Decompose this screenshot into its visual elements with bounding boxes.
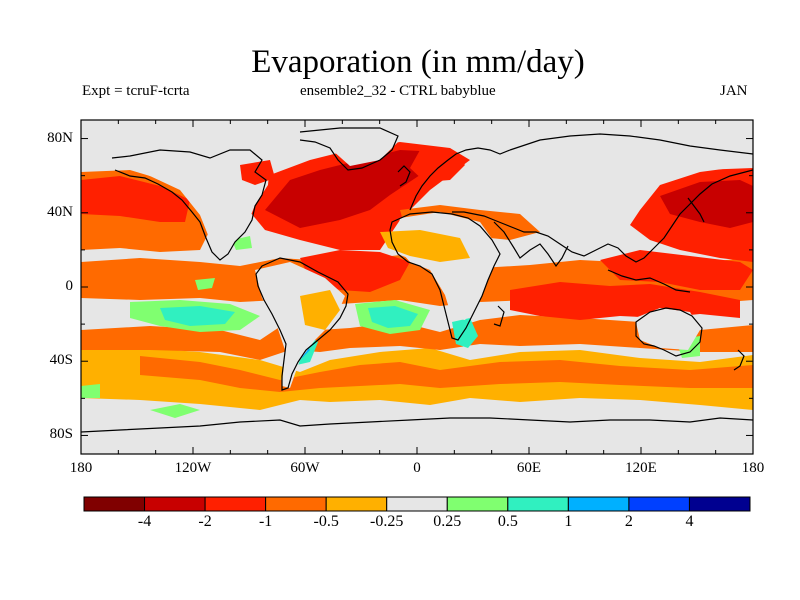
coast-japan: [687, 197, 705, 223]
atlantic-green-small: [195, 278, 215, 290]
colorbar-label: 4: [685, 513, 694, 530]
coast-australia: [635, 307, 703, 357]
west-europe-red: [410, 148, 465, 182]
colorbar-label: -4: [137, 513, 152, 530]
lon-label: 60W: [290, 460, 320, 476]
colorbar-swatch: [83, 496, 146, 512]
lon-label: 0: [413, 460, 421, 476]
month-label: JAN: [720, 83, 748, 99]
north-atlantic-dark: [265, 150, 440, 228]
lat-label: 40N: [47, 203, 73, 220]
south-subtropical-band: [81, 315, 753, 360]
lon-label: 60E: [516, 460, 542, 476]
coast-indonesia: [607, 269, 691, 293]
ensemble-label: ensemble2_32 - CTRL babyblue: [300, 83, 496, 99]
map-field: [81, 120, 753, 454]
colorbar-swatch: [144, 496, 206, 512]
colorbar-label: -2: [198, 513, 212, 530]
axis-ticks: [80, 120, 754, 454]
north-pacific-red: [81, 176, 190, 222]
coast-south-america: [255, 257, 349, 391]
colorbar-label: 0.5: [497, 513, 518, 530]
land-eurasia: [470, 130, 753, 245]
plot-title: Evaporation (in mm/day): [251, 44, 585, 80]
lon-label: 120E: [625, 460, 657, 476]
coast-africa: [389, 211, 501, 341]
south-africa-cyan: [452, 318, 478, 348]
sahel-orange: [380, 230, 470, 262]
alaska-red: [240, 160, 275, 185]
lat-label: 0: [65, 278, 74, 294]
southern-ocean-inner: [140, 356, 753, 392]
coast-arabia-india: [493, 221, 569, 268]
colorbar: [83, 496, 751, 512]
colorbar-swatch: [628, 496, 690, 512]
colorbar-swatch: [507, 496, 569, 512]
lat-label: 40S: [49, 352, 73, 369]
colorbar-swatch: [446, 496, 509, 512]
lon-label: 120W: [174, 460, 212, 476]
colorbar-swatch: [688, 496, 751, 512]
colorbar-swatch: [204, 496, 267, 512]
coast-new-zealand: [733, 349, 745, 371]
lon-label: 180: [741, 460, 765, 476]
land-antarctica: [81, 418, 753, 454]
colorbar-label: -1: [258, 513, 273, 530]
colorbar-label: 2: [624, 513, 633, 530]
lat-label: 80S: [49, 426, 73, 443]
colorbar-swatch: [325, 496, 388, 512]
colorbar-label: 0.25: [433, 513, 462, 530]
south-america-orange: [300, 290, 340, 330]
colorbar-label: 1: [564, 513, 573, 530]
experiment-label: Expt = tcruF-tcrta: [82, 83, 190, 99]
coast-north-america: [111, 149, 267, 261]
coast-madagascar: [493, 305, 505, 327]
se-pacific-cyan: [160, 306, 235, 326]
lat-label: 80N: [47, 129, 73, 146]
coast-asia: [452, 133, 753, 263]
colorbar-label: -0.5: [313, 513, 339, 530]
kuroshio-dark: [660, 180, 753, 228]
colorbar-swatch: [567, 496, 630, 512]
evaporation-field: [81, 120, 753, 454]
coast-europe: [409, 147, 511, 211]
coastlines: [81, 127, 753, 433]
south-atlantic-cyan: [368, 306, 418, 328]
land-north-america: [130, 150, 270, 250]
coast-antarctica: [81, 417, 753, 433]
lon-label: 180: [69, 460, 93, 476]
south-ocean-green-2: [150, 404, 200, 418]
land-australia: [635, 308, 700, 350]
south-ocean-green-1: [81, 384, 100, 398]
colorbar-label: -0.25: [370, 513, 404, 530]
colorbar-swatch: [265, 496, 327, 512]
colorbar-swatch: [386, 496, 448, 512]
arctic-gray: [81, 120, 753, 150]
coast-uk: [397, 165, 411, 187]
land-greenland: [330, 128, 400, 166]
coast-greenland: [299, 127, 399, 171]
